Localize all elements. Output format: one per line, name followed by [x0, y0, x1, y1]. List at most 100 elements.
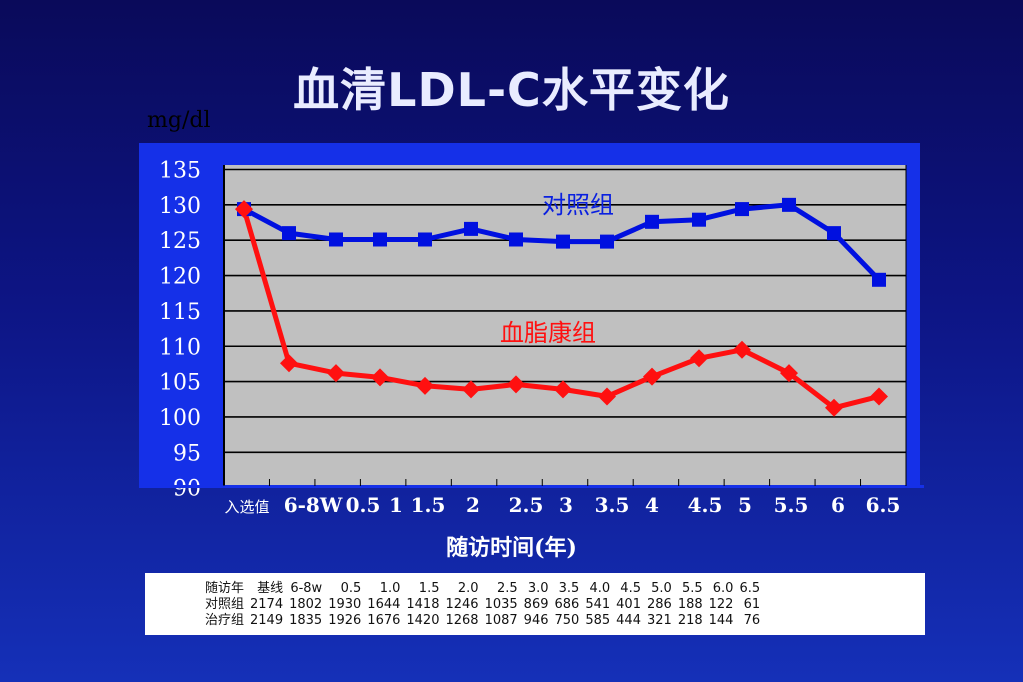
treatment-data-point [280, 354, 298, 373]
treatment-data-point [598, 387, 616, 406]
row-header: 治疗组 [205, 613, 245, 628]
table-cell: 基线 [257, 581, 284, 596]
x-tick-label: 3.5 [595, 493, 630, 517]
control-data-point [373, 232, 387, 247]
table-cell: 4.0 [589, 581, 611, 596]
treatment-data-point [554, 380, 572, 399]
y-tick-labels: 90 95 100 105 110 115 120 125 130 135 [139, 159, 924, 502]
table-cell: 946 [523, 613, 549, 628]
series-markers [235, 197, 888, 417]
x-tick-label: 0.5 [346, 493, 381, 517]
y-tick-label: 105 [159, 371, 201, 396]
x-tick-label: 2 [466, 493, 480, 517]
table-cell: 1035 [484, 597, 518, 612]
control-data-point [600, 234, 614, 249]
table-cell: 1420 [406, 613, 440, 628]
treatment-data-point [371, 368, 389, 387]
treatment-data-point [235, 200, 253, 219]
x-tick-label: 入选值 [224, 498, 269, 516]
table-cell: 6-8w [290, 581, 323, 596]
table-cell: 1926 [328, 613, 362, 628]
treatment-data-point [643, 367, 661, 386]
series-label-treatment: 血脂康组 [500, 319, 596, 347]
control-data-point [329, 232, 343, 247]
table-cell: 401 [616, 597, 641, 612]
table-cell: 1676 [367, 613, 401, 628]
table-cell: 122 [708, 597, 734, 612]
table-cell: 686 [554, 597, 580, 612]
x-tick-label: 5.5 [774, 493, 809, 517]
control-data-point [735, 202, 749, 217]
plot-area [224, 165, 906, 485]
treatment-data-point [690, 349, 708, 368]
table-cell: 6.0 [712, 581, 734, 596]
table-row: 对照组 2174 1802 1930 1644 1418 1246 1035 869 686 541… [205, 597, 766, 613]
table-cell: 188 [677, 597, 703, 612]
table-cell: 1418 [406, 597, 440, 612]
table-cell: 750 [554, 613, 580, 628]
control-data-point [827, 226, 841, 241]
control-data-point [782, 197, 796, 212]
followup-table-panel: 随访年 基线 6-8w 0.5 1.0 1.5 2.0 2.5 3.0 3.5 4.0 4.5 5.0 5… [145, 573, 925, 635]
table-cell: 3.5 [558, 581, 580, 596]
y-tick-label: 135 [159, 159, 201, 184]
control-data-point [418, 232, 432, 247]
y-tick-label: 95 [173, 441, 201, 466]
treatment-data-point [462, 380, 480, 399]
table-cell: 1.5 [418, 581, 440, 596]
table-cell: 286 [646, 597, 672, 612]
row-header: 对照组 [205, 597, 245, 612]
table-cell: 1268 [445, 613, 479, 628]
table-cell: 218 [677, 613, 703, 628]
table-cell: 2149 [250, 613, 284, 628]
control-data-point [692, 212, 706, 227]
table-cell: 2.0 [457, 581, 479, 596]
y-tick-label: 125 [159, 229, 201, 254]
x-tick-label: 4.5 [688, 493, 723, 517]
control-data-point [282, 226, 296, 241]
table-cell: 541 [585, 597, 611, 612]
y-tick-label: 100 [159, 406, 201, 431]
table-cell: 61 [743, 597, 761, 612]
control-data-point [509, 232, 523, 247]
treatment-data-point [870, 387, 888, 406]
x-axis-title: 随访时间(年) [446, 535, 577, 561]
table-cell: 6.5 [739, 581, 761, 596]
plot-bottom-edge [139, 485, 924, 488]
x-tick-label: 6-8W [284, 493, 343, 517]
table-cell: 1246 [445, 597, 479, 612]
series-label-control: 对照组 [542, 191, 614, 219]
y-tick-label: 90 [173, 477, 201, 502]
x-tick-label: 6 [831, 493, 845, 517]
table-cell: 1835 [289, 613, 323, 628]
table-cell: 869 [523, 597, 549, 612]
treatment-data-point [780, 364, 798, 383]
table-cell: 2174 [250, 597, 284, 612]
table-cell: 1802 [289, 597, 323, 612]
table-cell: 1.0 [379, 581, 401, 596]
y-tick-label: 120 [159, 265, 201, 290]
table-row: 随访年 基线 6-8w 0.5 1.0 1.5 2.0 2.5 3.0 3.5 4.0 4.5 5.0 5… [205, 581, 766, 597]
x-tick-label: 2.5 [509, 493, 544, 517]
followup-count-table: 随访年 基线 6-8w 0.5 1.0 1.5 2.0 2.5 3.0 3.5 4.0 4.5 5.0 5… [205, 581, 766, 629]
control-data-point [556, 234, 570, 249]
row-header: 随访年 [205, 581, 245, 596]
y-axis-unit-label: mg/dl [147, 108, 211, 133]
control-data-point [872, 272, 886, 287]
table-cell: 2.5 [496, 581, 518, 596]
table-cell: 5.0 [651, 581, 672, 596]
x-tick-labels: 入选值 6-8W 0.5 1 1.5 2 2.5 3 3.5 4 4.5 5 5.5 6 6.5 [224, 493, 900, 517]
y-tick-label: 130 [159, 194, 201, 219]
control-data-point [645, 214, 659, 229]
x-tick-label: 4 [645, 493, 659, 517]
control-data-point [464, 221, 478, 236]
table-row: 治疗组 2149 1835 1926 1676 1420 1268 1087 946 750 585… [205, 613, 766, 629]
x-tick-label: 1.5 [411, 493, 446, 517]
table-cell: 3.0 [527, 581, 549, 596]
treatment-data-point [327, 364, 345, 383]
table-cell: 1644 [367, 597, 401, 612]
x-tick-label: 3 [559, 493, 573, 517]
treatment-data-point [507, 375, 525, 394]
x-tick-label: 6.5 [866, 493, 901, 517]
table-cell: 321 [646, 613, 672, 628]
